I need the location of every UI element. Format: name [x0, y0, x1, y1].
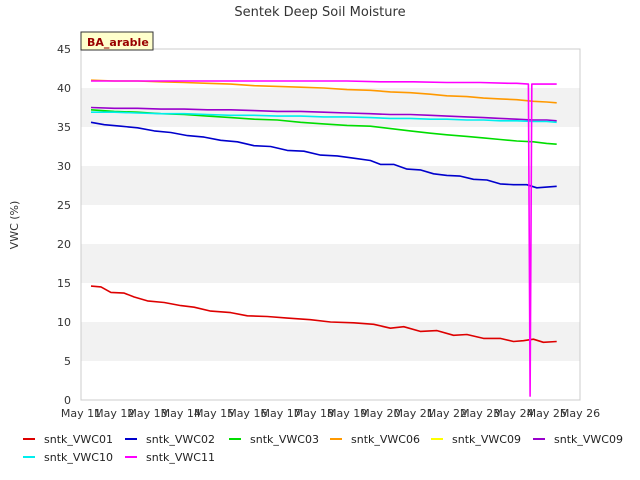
x-tick-label: May 23 — [460, 407, 500, 420]
x-tick-label: May 20 — [360, 407, 400, 420]
x-tick-label: May 11 — [61, 407, 101, 420]
y-tick-label: 30 — [57, 160, 71, 173]
series-line-sntk-vwc02 — [90, 121, 557, 189]
series-line-sntk-vwc06 — [90, 79, 557, 104]
legend-label: sntk_VWC02 — [146, 433, 215, 446]
series-line-sntk-vwc01 — [90, 285, 557, 344]
y-tick-label: 20 — [57, 238, 71, 251]
chart-title: Sentek Deep Soil Moisture — [234, 5, 405, 20]
site-label-box: BA_arable — [80, 31, 154, 51]
series-lines — [90, 79, 557, 397]
site-label-background — [80, 31, 154, 51]
y-axis-ticks: 0 5 10 15 20 25 30 35 40 45 — [57, 43, 71, 407]
y-tick-label: 45 — [57, 43, 71, 56]
legend-label: sntk_VWC10 — [44, 451, 113, 464]
plot-bands — [81, 49, 580, 400]
grid-band — [81, 205, 580, 244]
y-tick-label: 15 — [57, 277, 71, 290]
legend-label: sntk_VWC09 — [554, 433, 623, 446]
legend-label: sntk_VWC11 — [146, 451, 215, 464]
series-line-sntk-vwc11 — [91, 80, 557, 397]
grid-band — [81, 127, 580, 166]
grid-band — [81, 166, 580, 205]
grid-band — [81, 322, 580, 361]
plot-frame — [80, 48, 581, 401]
y-tick-label: 10 — [57, 316, 71, 329]
x-tick-label: May 15 — [194, 407, 234, 420]
grid-band — [81, 361, 580, 400]
x-tick-label: May 14 — [161, 407, 201, 420]
legend-label: sntk_VWC01 — [44, 433, 113, 446]
y-tick-label: 40 — [57, 82, 71, 95]
x-tick-label: May 19 — [327, 407, 367, 420]
x-tick-label: May 24 — [493, 407, 533, 420]
series-line-sntk-vwc10 — [91, 111, 557, 124]
x-tick-label: May 12 — [94, 407, 134, 420]
x-tick-label: May 22 — [427, 407, 467, 420]
y-tick-label: 35 — [57, 121, 71, 134]
legend-label: sntk_VWC09 — [452, 433, 521, 446]
y-tick-label: 5 — [64, 355, 71, 368]
x-tick-label: May 18 — [294, 407, 334, 420]
x-tick-label: May 16 — [227, 407, 267, 420]
y-tick-label: 0 — [64, 394, 71, 407]
y-tick-label: 25 — [57, 199, 71, 212]
x-tick-label: May 13 — [127, 407, 167, 420]
legend-label: sntk_VWC03 — [250, 433, 319, 446]
legend-label: sntk_VWC06 — [351, 433, 420, 446]
x-tick-label: May 17 — [260, 407, 300, 420]
series-line-sntk-vwc09 — [90, 106, 557, 122]
legend: sntk_VWC01 sntk_VWC02 sntk_VWC03 sntk_VWC06… — [23, 433, 623, 464]
x-tick-label: May 21 — [394, 407, 434, 420]
x-tick-label: May 26 — [560, 407, 600, 420]
site-label-text: BA_arable — [87, 36, 149, 49]
x-tick-label: May 25 — [527, 407, 567, 420]
grid-band — [81, 244, 580, 283]
y-axis-label: VWC (%) — [8, 201, 21, 250]
